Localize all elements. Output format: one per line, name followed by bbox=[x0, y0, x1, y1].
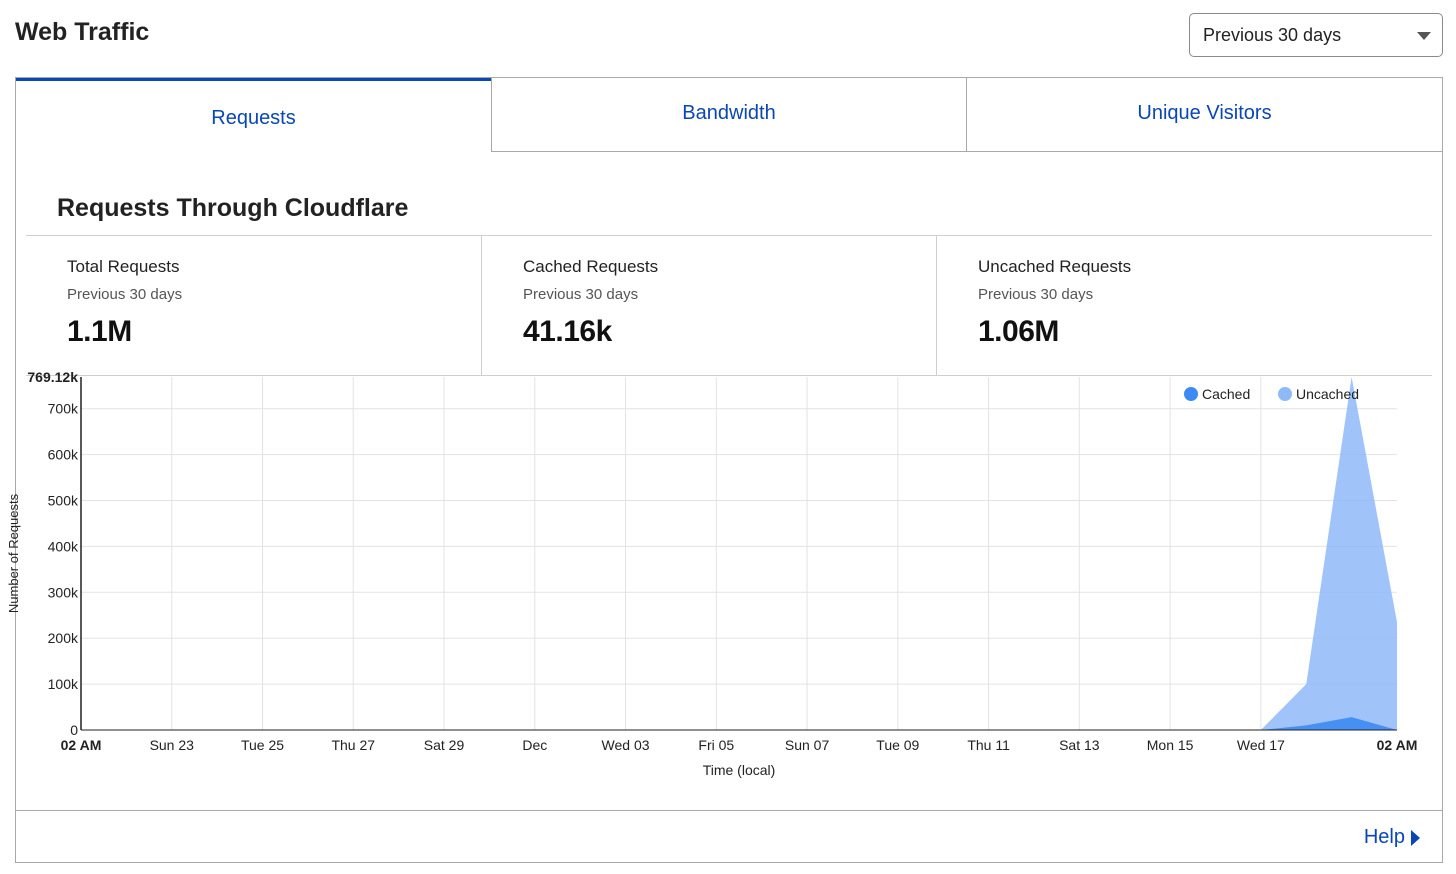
date-range-select[interactable]: Previous 30 days bbox=[1189, 13, 1443, 57]
stat-value: 1.1M bbox=[67, 315, 132, 348]
x-tick-label: 02 AM bbox=[61, 737, 102, 753]
legend-marker-uncached bbox=[1278, 387, 1292, 401]
x-tick-label: 02 AM bbox=[1377, 737, 1418, 753]
x-tick-label: Sun 07 bbox=[785, 737, 830, 753]
y-tick-label: 769.12k bbox=[27, 369, 78, 385]
help-label: Help bbox=[1363, 826, 1405, 848]
y-axis-label: Number of Requests bbox=[6, 493, 21, 613]
area-uncached bbox=[1260, 377, 1397, 730]
tab-unique-visitors[interactable]: Unique Visitors bbox=[966, 78, 1442, 152]
x-tick-label: Sat 13 bbox=[1059, 737, 1100, 753]
x-tick-label: Wed 17 bbox=[1237, 737, 1285, 753]
traffic-card: Requests Bandwidth Unique Visitors Reque… bbox=[15, 77, 1443, 863]
stat-period: Previous 30 days bbox=[67, 286, 183, 303]
stat-label: Cached Requests bbox=[523, 257, 659, 276]
y-tick-label: 200k bbox=[48, 630, 79, 646]
x-tick-label: Fri 05 bbox=[698, 737, 734, 753]
tab-bandwidth[interactable]: Bandwidth bbox=[491, 78, 966, 152]
help-link[interactable]: Help bbox=[1364, 826, 1420, 849]
x-tick-label: Tue 09 bbox=[876, 737, 919, 753]
y-tick-label: 400k bbox=[48, 538, 79, 554]
chevron-down-icon bbox=[1417, 32, 1431, 40]
area-cached bbox=[1260, 717, 1397, 730]
y-tick-label: 300k bbox=[48, 584, 79, 600]
divider-bottom bbox=[26, 375, 1432, 376]
caret-right-icon bbox=[1411, 829, 1420, 846]
x-tick-label: Sat 29 bbox=[424, 737, 465, 753]
stat-value: 1.06M bbox=[978, 315, 1059, 348]
y-tick-label: 500k bbox=[48, 493, 79, 509]
footer-divider bbox=[16, 810, 1442, 811]
divider-top bbox=[26, 235, 1432, 236]
x-tick-label: Wed 03 bbox=[602, 737, 650, 753]
section-title: Requests Through Cloudflare bbox=[57, 194, 409, 222]
y-tick-label: 700k bbox=[48, 401, 79, 417]
x-tick-label: Dec bbox=[522, 737, 547, 753]
stat-uncached-requests: Uncached Requests Previous 30 days 1.06M bbox=[936, 236, 1391, 375]
stat-label: Total Requests bbox=[67, 257, 180, 276]
stat-value: 41.16k bbox=[523, 315, 612, 348]
stat-total-requests: Total Requests Previous 30 days 1.1M bbox=[26, 236, 481, 375]
tab-requests[interactable]: Requests bbox=[16, 78, 491, 152]
y-tick-label: 600k bbox=[48, 447, 79, 463]
x-tick-label: Sun 23 bbox=[150, 737, 195, 753]
x-tick-label: Thu 27 bbox=[331, 737, 375, 753]
y-tick-label: 100k bbox=[48, 676, 79, 692]
stat-period: Previous 30 days bbox=[523, 286, 639, 303]
x-tick-label: Thu 11 bbox=[967, 737, 1010, 753]
date-range-value: Previous 30 days bbox=[1203, 24, 1342, 45]
x-tick-label: Tue 25 bbox=[241, 737, 284, 753]
legend-label-cached: Cached bbox=[1202, 386, 1250, 402]
stat-period: Previous 30 days bbox=[978, 286, 1094, 303]
legend-label-uncached: Uncached bbox=[1296, 386, 1359, 402]
x-tick-label: Mon 15 bbox=[1147, 737, 1194, 753]
stat-label: Uncached Requests bbox=[978, 257, 1132, 276]
stat-cached-requests: Cached Requests Previous 30 days 41.16k bbox=[481, 236, 936, 375]
x-axis-label: Time (local) bbox=[703, 762, 776, 778]
page-title: Web Traffic bbox=[15, 18, 150, 46]
y-tick-label: 0 bbox=[70, 722, 78, 738]
legend-marker-cached bbox=[1184, 387, 1198, 401]
